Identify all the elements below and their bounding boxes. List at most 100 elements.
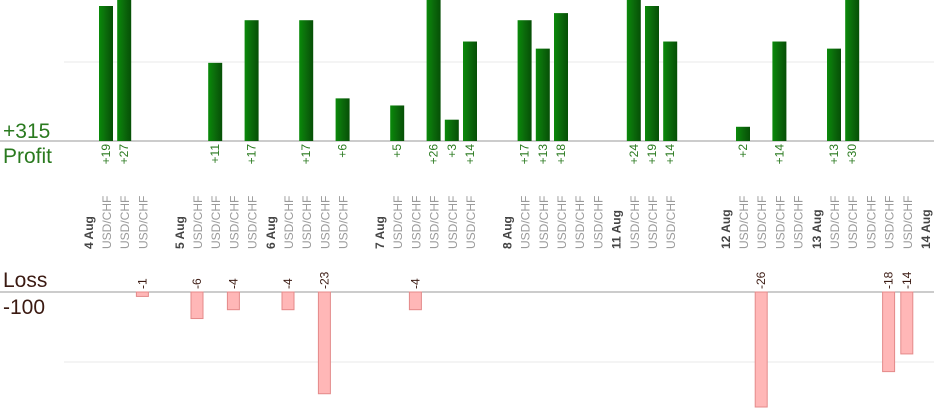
date-label: 4 Aug [82, 216, 96, 249]
pair-label: USD/CHF [864, 196, 878, 249]
profit-bar [663, 41, 678, 141]
pair-label: USD/CHF [773, 196, 787, 249]
pair-label: USD/CHF [846, 196, 860, 249]
loss-bar [317, 291, 331, 395]
profit-value-label: +2 [736, 144, 750, 158]
loss-bar [226, 291, 240, 311]
pair-label: USD/CHF [755, 196, 769, 249]
profit-bar [517, 20, 532, 141]
profit-value-label: +17 [245, 144, 259, 165]
loss-label: Loss [3, 269, 48, 292]
pair-label: USD/CHF [318, 196, 332, 249]
pair-label: USD/CHF [136, 196, 150, 249]
profit-value-label: +17 [518, 144, 532, 165]
loss-value-label: -23 [317, 271, 331, 289]
loss-bar [190, 291, 204, 320]
profit-bar [535, 48, 550, 142]
date-label: 14 Aug [919, 209, 933, 249]
loss-bar [882, 291, 896, 373]
profit-bar [99, 6, 113, 141]
profit-total: +315 [3, 120, 51, 143]
loss-value-label: -4 [281, 278, 295, 289]
profit-bar [299, 20, 314, 141]
date-label: 5 Aug [173, 216, 187, 249]
pair-label: USD/CHF [446, 196, 460, 249]
loss-bar [135, 291, 149, 297]
pair-label: USD/CHF [246, 196, 260, 249]
pair-label: USD/CHF [300, 196, 314, 249]
profit-value-label: +24 [627, 144, 641, 165]
pair-label: USD/CHF [519, 196, 533, 249]
profit-value-label: +11 [208, 144, 222, 164]
pair-label: USD/CHF [901, 196, 915, 249]
profit-value-label: +19 [99, 144, 113, 165]
pair-label: USD/CHF [883, 196, 897, 249]
pair-label: USD/CHF [409, 196, 423, 249]
pair-label: USD/CHF [628, 196, 642, 249]
pair-label: USD/CHF [591, 196, 605, 249]
profit-value-label: +30 [845, 144, 859, 165]
loss-value-label: -18 [882, 271, 896, 289]
pair-label: USD/CHF [428, 196, 442, 249]
loss-total: -100 [3, 296, 46, 319]
profit-value-label: +14 [463, 144, 477, 165]
loss-value-label: -6 [190, 278, 204, 289]
profit-value-label: +3 [445, 144, 459, 158]
loss-value-label: -4 [226, 278, 240, 289]
profit-bar [117, 0, 132, 141]
pair-label: USD/CHF [737, 196, 751, 249]
profit-value-label: +18 [554, 144, 568, 165]
pair-label: USD/CHF [282, 196, 296, 249]
profit-bar [645, 6, 659, 141]
pair-label: USD/CHF [555, 196, 569, 249]
loss-bar [281, 291, 295, 311]
pair-label: USD/CHF [337, 196, 351, 249]
pair-label: USD/CHF [573, 196, 587, 249]
profit-value-label: +14 [663, 144, 677, 165]
profit-bar [444, 119, 459, 141]
profit-value-label: +19 [645, 144, 659, 165]
pair-label: USD/CHF [664, 196, 678, 249]
pair-label: USD/CHF [537, 196, 551, 249]
pair-label: USD/CHF [100, 196, 114, 249]
loss-value-label: -4 [408, 278, 422, 289]
profit-bar [772, 41, 787, 141]
profit-bar [335, 98, 350, 141]
profit-bar [463, 41, 477, 141]
profit-bar [827, 48, 841, 142]
profit-bar [208, 62, 223, 142]
profit-value-label: +27 [117, 144, 131, 165]
pair-label: USD/CHF [227, 196, 241, 249]
pair-label: USD/CHF [828, 196, 842, 249]
pair-label: USD/CHF [209, 196, 223, 249]
profit-bar [736, 126, 750, 141]
date-label: 13 Aug [810, 209, 824, 249]
profit-bar [554, 13, 568, 141]
pair-label: USD/CHF [191, 196, 205, 249]
profit-value-label: +26 [427, 144, 441, 165]
profit-bar [626, 0, 641, 141]
date-label: 7 Aug [373, 216, 387, 249]
loss-value-label: -1 [135, 278, 149, 289]
date-label: 11 Aug [610, 210, 624, 249]
date-label: 8 Aug [500, 216, 514, 249]
loss-value-label: -26 [754, 271, 768, 289]
profit-value-label: +6 [336, 144, 350, 158]
profit-bar [390, 105, 405, 141]
profit-value-label: +5 [390, 144, 404, 158]
profit-bar [244, 20, 259, 141]
loss-bar [408, 291, 422, 311]
profit-value-label: +17 [299, 144, 313, 165]
profit-value-label: +14 [772, 144, 786, 165]
pair-label: USD/CHF [646, 196, 660, 249]
profit-value-label: +13 [827, 144, 841, 165]
profit-label: Profit [3, 145, 53, 168]
date-label: 6 Aug [264, 216, 278, 249]
loss-value-label: -14 [900, 271, 914, 289]
pair-label: USD/CHF [118, 196, 132, 249]
profit-bar [845, 0, 860, 141]
pair-label: USD/CHF [391, 196, 405, 249]
pair-label: USD/CHF [792, 196, 806, 249]
profit-value-label: +13 [536, 144, 550, 165]
